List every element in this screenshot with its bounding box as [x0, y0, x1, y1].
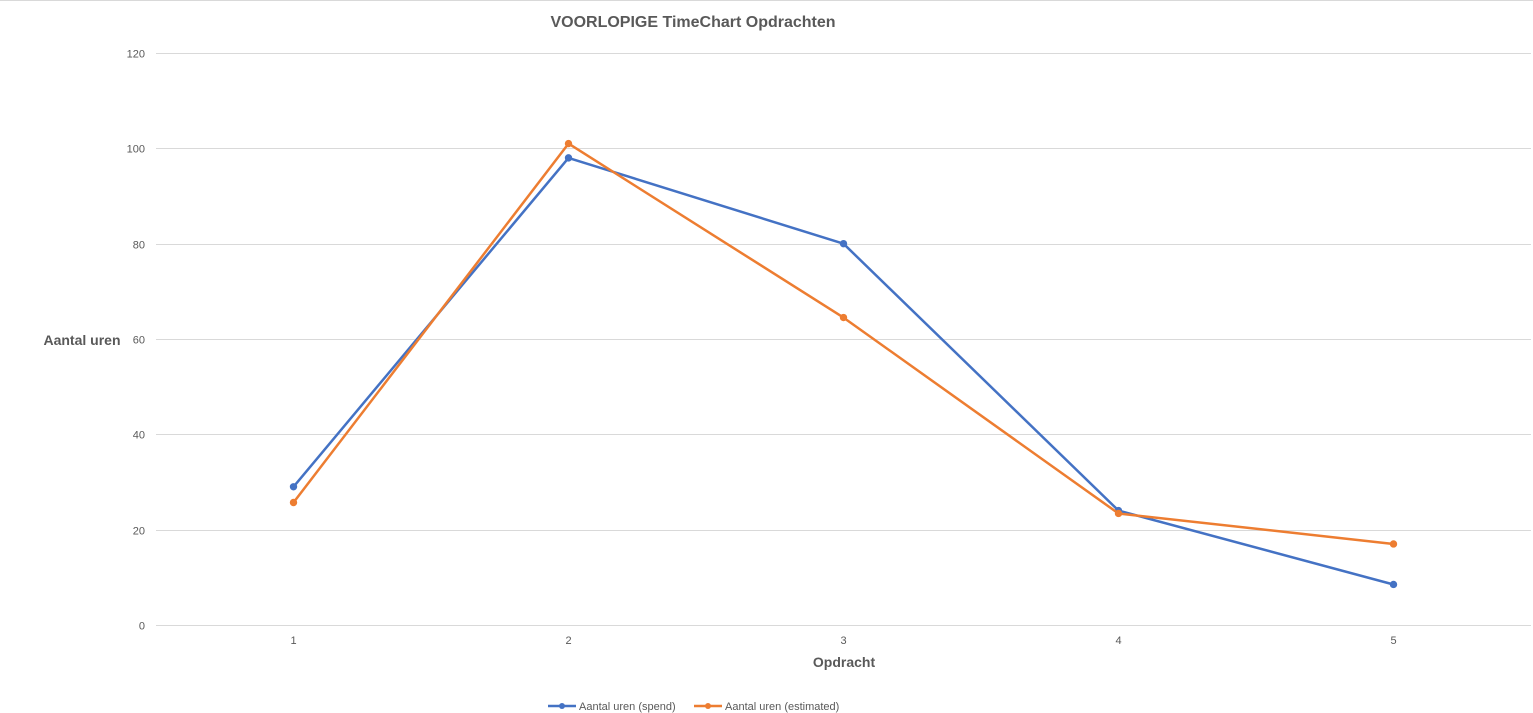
legend-swatch-marker: [559, 703, 565, 709]
series-1: [289, 154, 1398, 589]
data-point-s1-2: [564, 154, 573, 162]
x-tick-label: 4: [1115, 635, 1121, 647]
data-point-s2-4: [1114, 509, 1123, 518]
y-tick-label: 100: [127, 144, 145, 156]
x-tick-label: 2: [565, 635, 571, 647]
series-line-2: [292, 142, 1395, 546]
gridlines: [156, 53, 1531, 626]
x-axis-ticks: 1 2 3 4 5: [290, 635, 1396, 647]
y-tick-label: 80: [133, 240, 145, 252]
x-tick-label: 1: [290, 635, 296, 647]
data-point-s1-5: [1389, 580, 1398, 589]
series-group: [289, 139, 1398, 589]
data-point-s2-2: [564, 139, 573, 148]
series-line-1: [292, 156, 1395, 586]
data-point-s2-5: [1389, 540, 1398, 548]
x-axis-title: Opdracht: [813, 654, 876, 670]
chart-title: VOORLOPIGE TimeChart Opdrachten: [550, 14, 835, 31]
y-tick-label: 40: [133, 430, 145, 442]
y-tick-label: 0: [139, 621, 145, 633]
legend-item-1: Aantal uren (spend): [548, 701, 676, 713]
data-point-s1-1: [289, 483, 298, 491]
y-axis-ticks: 0 20 40 60 80 100 120: [127, 49, 145, 633]
x-tick-label: 5: [1390, 635, 1396, 647]
y-tick-label: 60: [133, 335, 145, 347]
y-tick-label: 120: [127, 49, 145, 61]
legend-label: Aantal uren (spend): [579, 701, 676, 713]
legend-item-2: Aantal uren (estimated): [694, 701, 839, 713]
legend-swatch-marker: [705, 703, 711, 709]
y-tick-label: 20: [133, 526, 145, 538]
series-2: [289, 139, 1398, 548]
legend-label: Aantal uren (estimated): [725, 701, 839, 713]
data-point-s1-3: [839, 239, 848, 248]
data-point-s2-1: [289, 498, 298, 507]
data-point-s2-3: [839, 313, 848, 322]
legend: Aantal uren (spend) Aantal uren (estimate…: [548, 701, 839, 713]
x-tick-label: 3: [840, 635, 846, 647]
y-axis-title: Aantal uren: [43, 332, 120, 348]
